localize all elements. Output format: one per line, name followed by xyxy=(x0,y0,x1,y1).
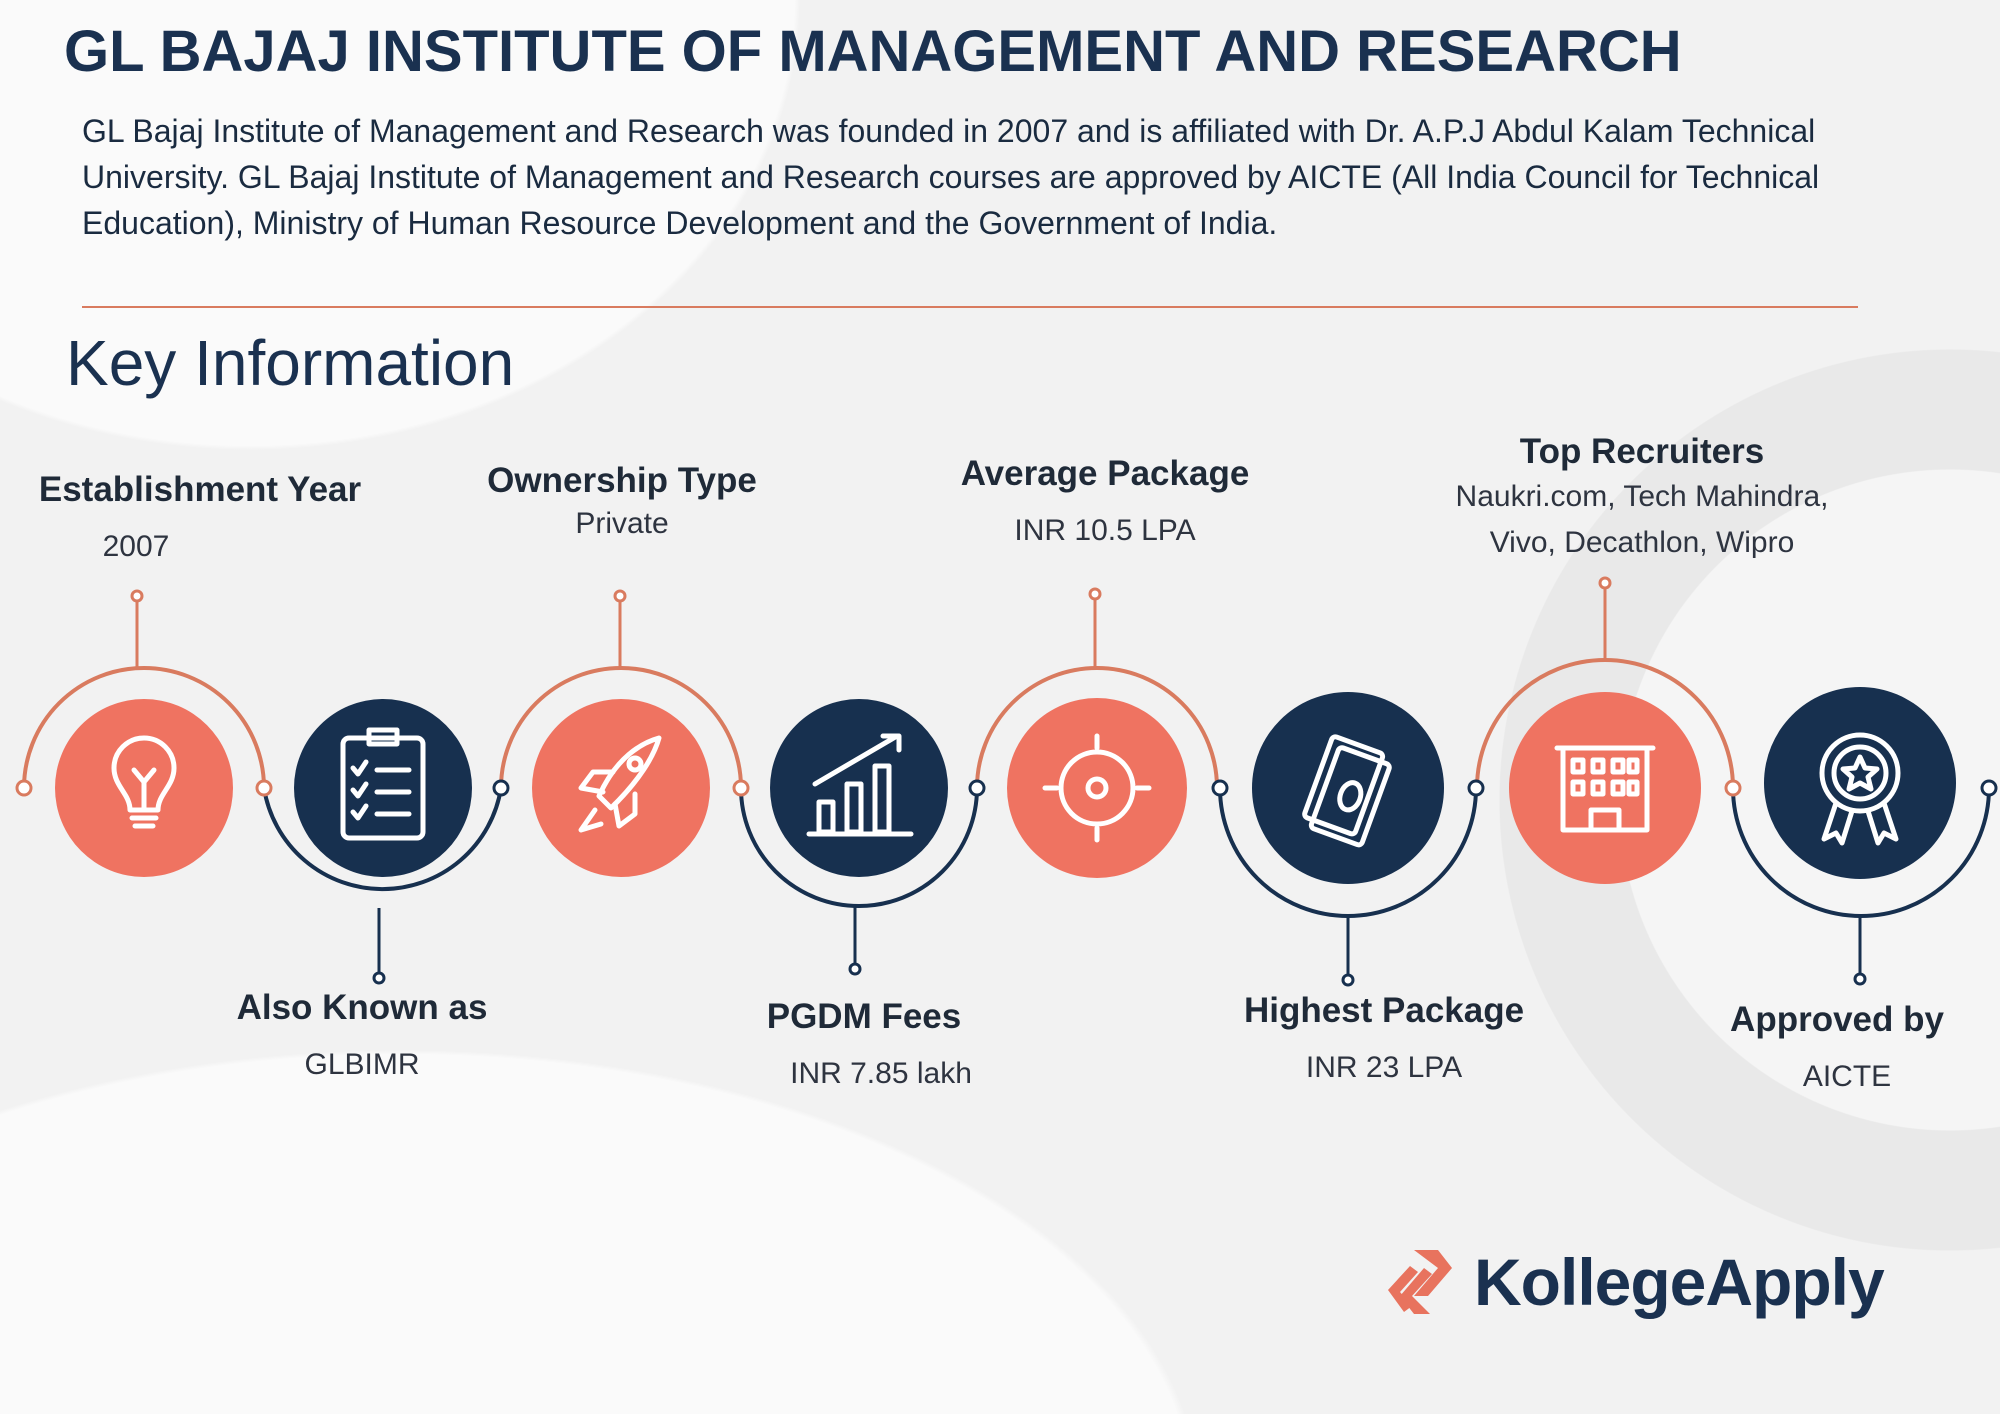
brand-logo: KollegeApply xyxy=(1384,1244,1885,1320)
intro-paragraph: GL Bajaj Institute of Management and Res… xyxy=(82,113,1820,241)
info-label: Average Package xyxy=(960,454,1250,493)
info-label: Also Known as xyxy=(236,988,488,1027)
info-highest-package: Highest Package INR 23 LPA xyxy=(1244,991,1524,1091)
section-title: Key Information xyxy=(66,327,515,399)
timeline-arc xyxy=(739,787,979,908)
icon-circle xyxy=(1252,692,1444,884)
info-pgdm-fees: PGDM Fees INR 7.85 lakh xyxy=(756,997,972,1097)
info-value: INR 23 LPA xyxy=(1305,1051,1463,1084)
info-label: Establishment Year xyxy=(38,470,362,509)
info-value: Naukri.com, Tech Mahindra, Vivo, Decathl… xyxy=(1456,474,1829,566)
timeline-arc xyxy=(22,666,266,789)
info-top-recruiters: Top Recruiters Naukri.com, Tech Mahindra… xyxy=(1456,432,1829,566)
target-icon xyxy=(1042,733,1152,843)
timeline-arc xyxy=(1731,787,1991,918)
info-also-known-as: Also Known as GLBIMR xyxy=(237,988,488,1088)
recruiters-line: Naukri.com, Tech Mahindra, xyxy=(1455,480,1829,513)
lightbulb-icon xyxy=(111,735,177,829)
brand-name: KollegeApply xyxy=(1474,1245,1885,1319)
rocket-icon xyxy=(578,735,662,833)
award-badge-icon xyxy=(1819,732,1901,846)
info-value: GLBIMR xyxy=(304,1048,420,1081)
timeline-arc xyxy=(975,666,1219,789)
info-value: 2007 xyxy=(102,530,170,563)
info-value: INR 7.85 lakh xyxy=(790,1057,972,1090)
info-value: INR 10.5 LPA xyxy=(1014,514,1196,547)
clipboard-checklist-icon xyxy=(340,727,426,841)
info-label: Highest Package xyxy=(1243,991,1525,1030)
building-icon xyxy=(1554,745,1656,833)
icon-circle xyxy=(532,699,710,877)
icon-circle xyxy=(1007,698,1187,878)
divider xyxy=(82,306,1858,308)
info-establishment-year: Establishment Year 2007 xyxy=(39,470,361,570)
icon-circle xyxy=(294,699,472,877)
timeline-arc xyxy=(1218,787,1478,918)
info-value: Private xyxy=(575,507,669,540)
kollegeapply-logo-icon xyxy=(1388,1250,1452,1314)
info-approved-by: Approved by AICTE xyxy=(1730,1000,1944,1100)
info-label: Ownership Type xyxy=(487,461,757,500)
recruiters-line: Vivo, Decathlon, Wipro xyxy=(1489,526,1795,559)
page-title: GL BAJAJ INSTITUTE OF MANAGEMENT AND RES… xyxy=(64,19,1682,84)
info-label: Approved by xyxy=(1730,1000,1944,1039)
money-icon xyxy=(1302,734,1392,848)
info-label: PGDM Fees xyxy=(766,997,962,1036)
info-value: AICTE xyxy=(1802,1060,1892,1093)
timeline-arc xyxy=(1475,658,1735,789)
timeline-arc xyxy=(262,787,503,892)
growth-chart-icon xyxy=(806,733,914,837)
info-label: Top Recruiters xyxy=(1519,432,1765,471)
info-ownership-type: Ownership Type Private xyxy=(487,461,757,547)
info-average-package: Average Package INR 10.5 LPA xyxy=(961,454,1250,554)
